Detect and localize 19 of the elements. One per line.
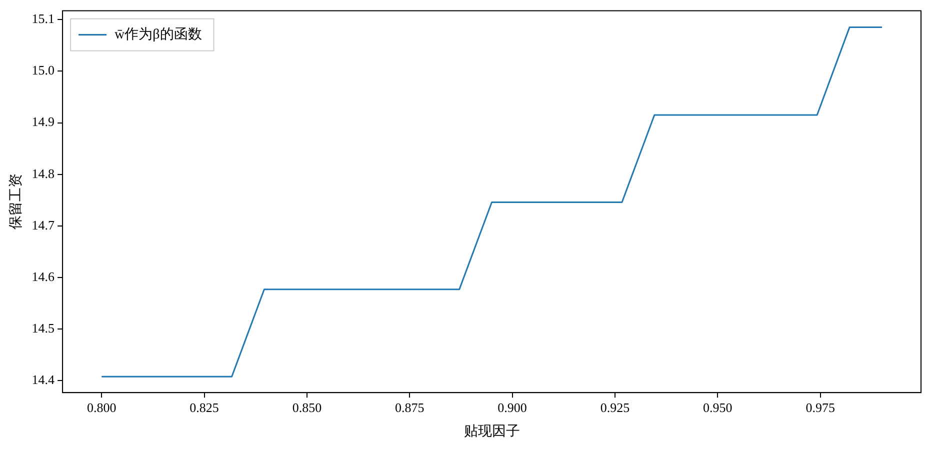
x-tick-label: 0.850 [292, 400, 322, 415]
x-tick-label: 0.800 [86, 400, 116, 415]
legend-label: w̄作为β的函数 [114, 26, 202, 42]
y-tick-label: 15.0 [32, 62, 55, 78]
y-tick-label: 14.4 [32, 372, 56, 388]
x-tick-label: 0.900 [498, 400, 527, 415]
x-tick-label: 0.925 [600, 400, 630, 415]
y-axis-title: 保留工资 [8, 174, 24, 230]
y-tick-label: 14.5 [32, 320, 55, 336]
x-tick-label: 0.875 [395, 400, 424, 415]
x-axis-title: 贴现因子 [464, 423, 520, 440]
y-tick-label: 14.9 [32, 114, 55, 130]
x-tick-label: 0.950 [703, 400, 732, 415]
y-tick-label: 15.1 [32, 10, 55, 26]
y-tick-label: 14.7 [32, 217, 56, 232]
y-tick-label: 14.8 [32, 166, 55, 181]
x-tick-label: 0.975 [806, 400, 835, 415]
y-tick-label: 14.6 [32, 268, 56, 284]
x-tick-label: 0.825 [190, 400, 219, 415]
